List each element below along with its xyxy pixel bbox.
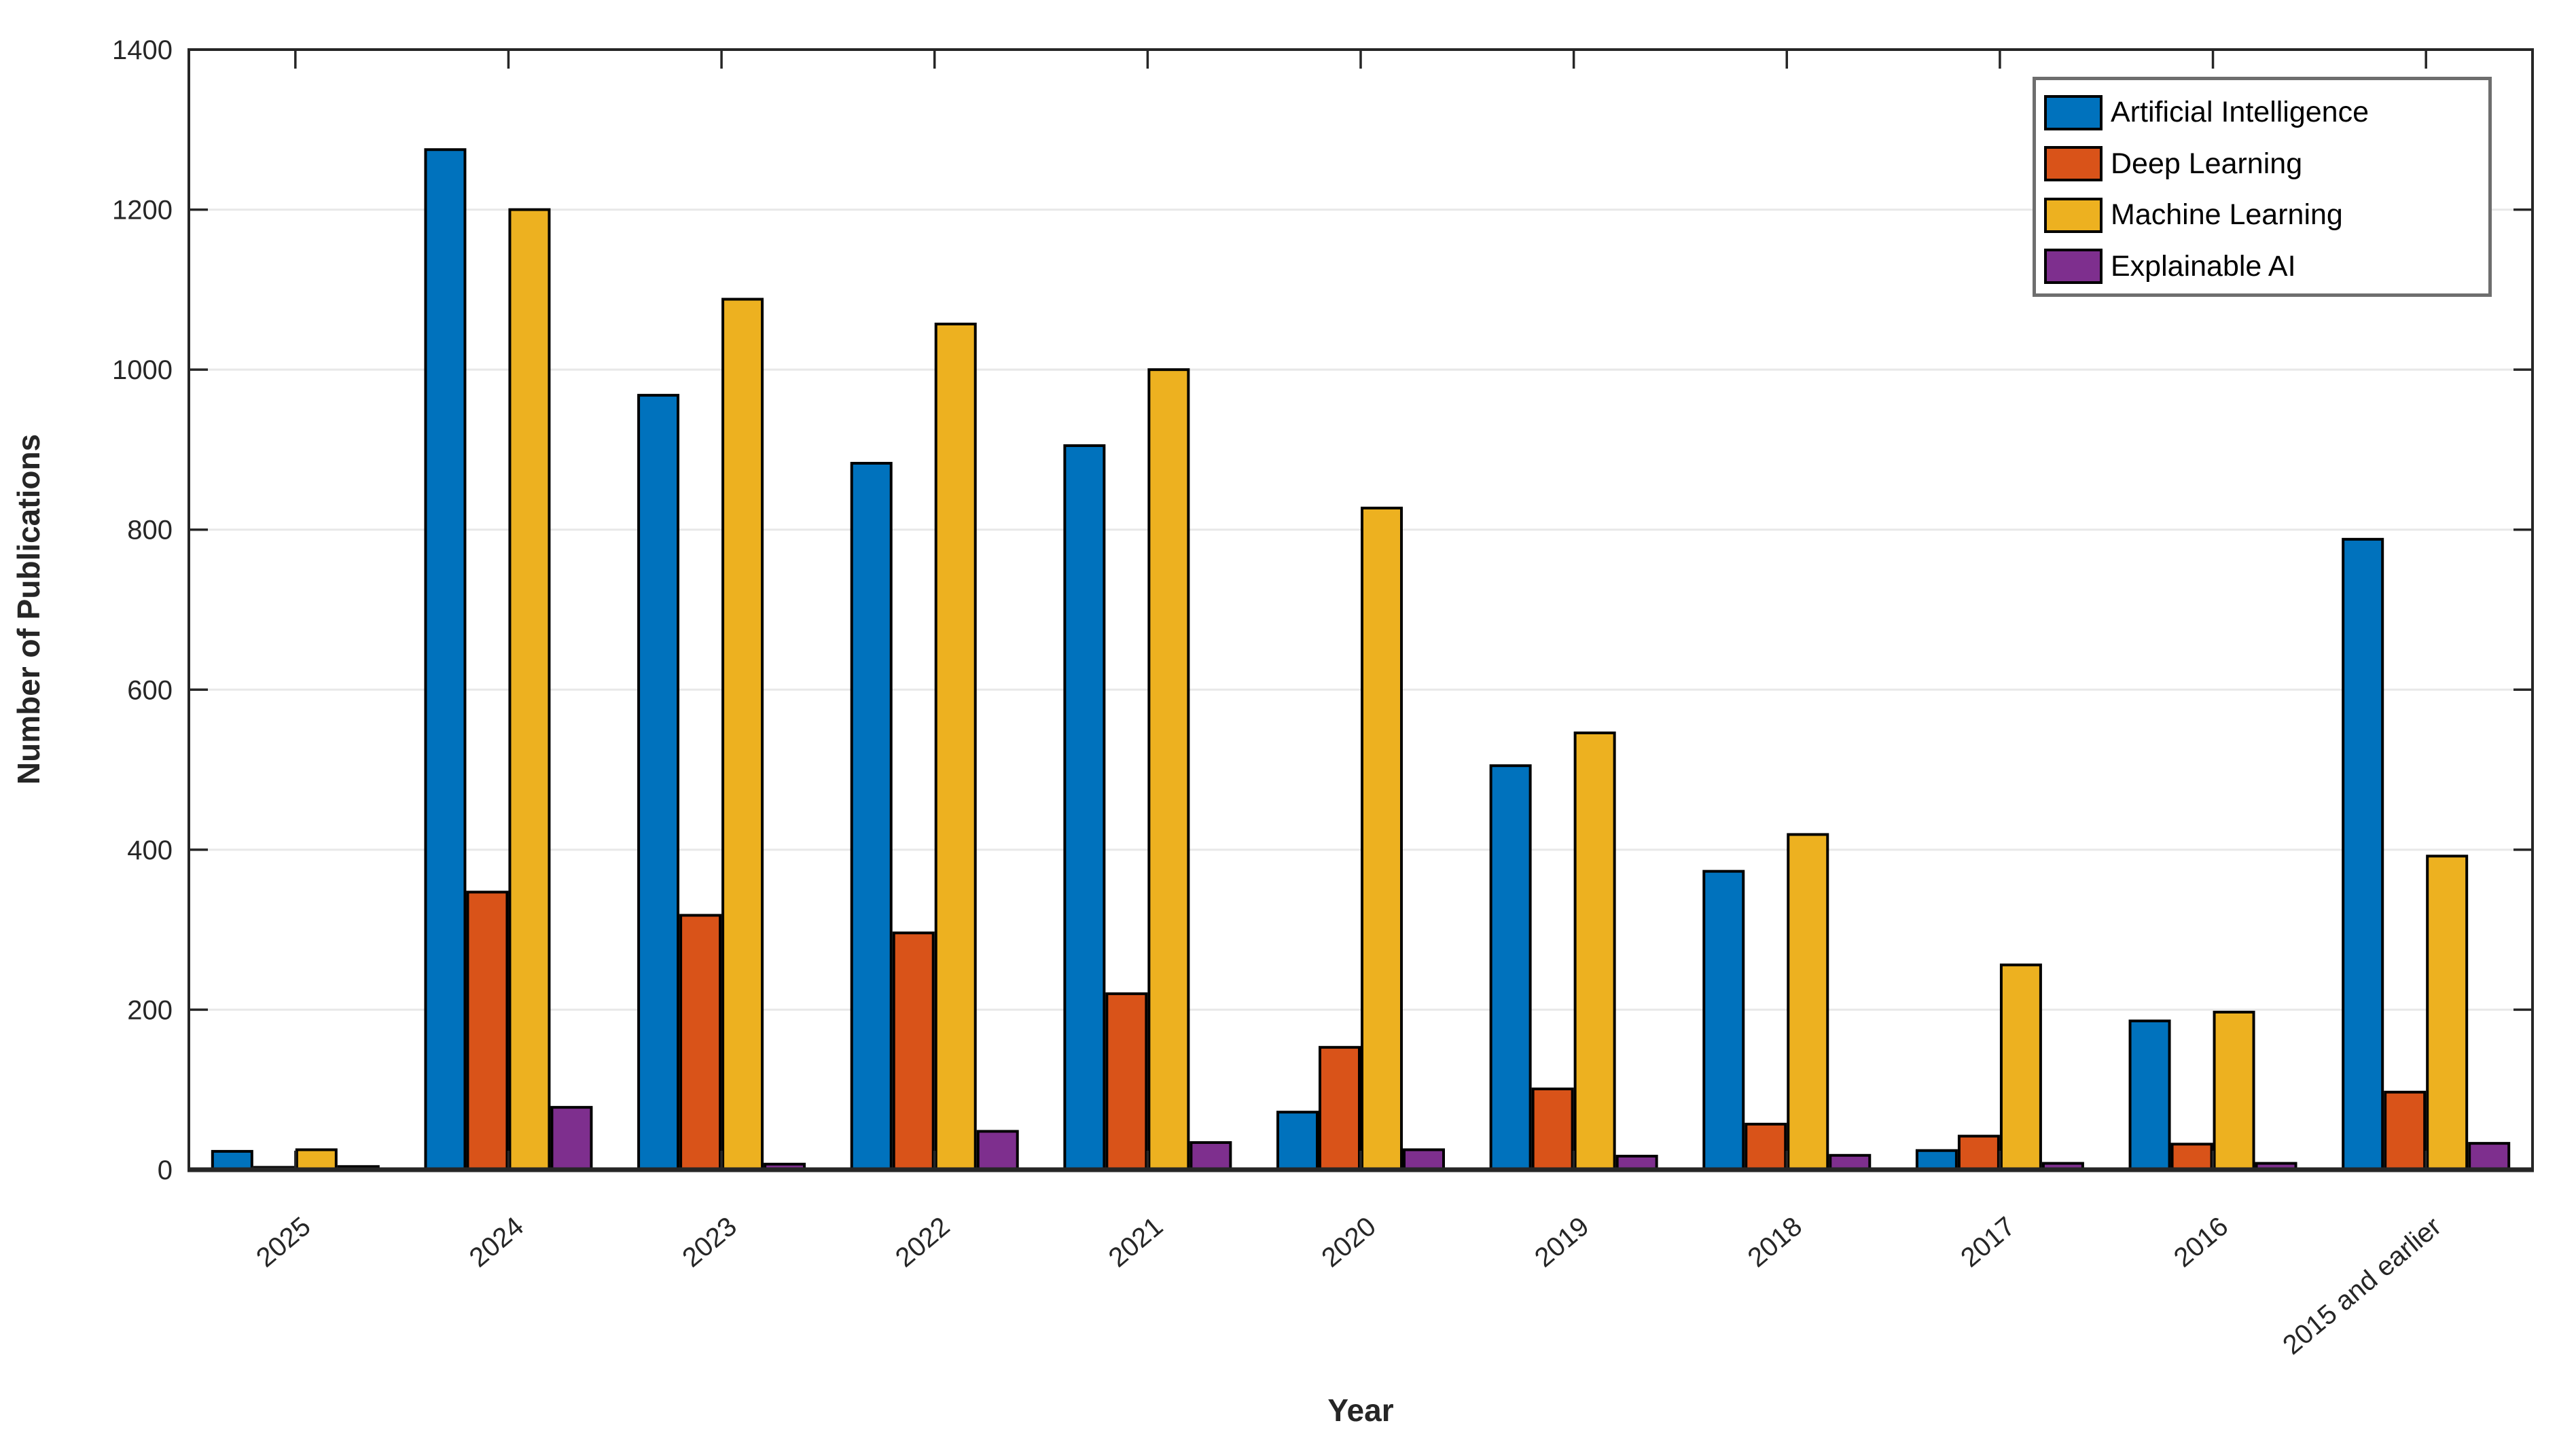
bar-2019-artificial-intelligence	[1489, 764, 1532, 1171]
bar-2020-artificial-intelligence	[1276, 1111, 1319, 1172]
bar-2018-deep-learning	[1745, 1122, 1787, 1172]
legend-label-explainable-ai: Explainable AI	[2111, 249, 2296, 283]
bar-2015-and-earlier-artificial-intelligence	[2342, 537, 2384, 1171]
legend-label-artificial-intelligence: Artificial Intelligence	[2111, 96, 2369, 129]
bar-2016-machine-learning	[2213, 1010, 2255, 1172]
y-axis-title: Number of Publications	[11, 434, 46, 785]
bar-2017-machine-learning	[1999, 963, 2042, 1172]
x-tick-label-2018: 2018	[1742, 1211, 1808, 1273]
bar-2024-explainable-ai	[550, 1106, 593, 1172]
y-tick-label-1000: 1000	[112, 355, 173, 385]
x-axis-title: Year	[1327, 1393, 1393, 1428]
legend: Artificial Intelligence Deep Learning Mach…	[2033, 77, 2492, 297]
x-tick-label-2016: 2016	[2168, 1211, 2234, 1273]
x-tick-label-2023: 2023	[677, 1211, 742, 1273]
bar-2017-artificial-intelligence	[1915, 1149, 1958, 1172]
legend-label-machine-learning: Machine Learning	[2111, 198, 2343, 232]
y-tick-label-1400: 1400	[112, 35, 173, 65]
legend-item-machine-learning: Machine Learning	[2044, 191, 2488, 240]
x-tick-label-2017: 2017	[1955, 1211, 2020, 1273]
bar-2025-artificial-intelligence	[211, 1149, 253, 1172]
legend-swatch-machine-learning	[2044, 197, 2103, 233]
bar-2022-machine-learning	[934, 323, 977, 1171]
bar-2022-explainable-ai	[976, 1130, 1019, 1172]
bar-2023-deep-learning	[679, 914, 722, 1171]
legend-swatch-explainable-ai	[2044, 249, 2103, 285]
bar-2016-artificial-intelligence	[2128, 1019, 2171, 1171]
bar-2021-machine-learning	[1147, 368, 1190, 1172]
bar-2025-machine-learning	[295, 1148, 338, 1172]
bar-2020-explainable-ai	[1403, 1148, 1445, 1172]
bar-2015-and-earlier-machine-learning	[2426, 855, 2469, 1172]
bar-2023-artificial-intelligence	[637, 393, 680, 1172]
bar-2024-deep-learning	[466, 891, 509, 1171]
y-tick-label-800: 800	[127, 516, 173, 545]
bar-2016-deep-learning	[2170, 1143, 2213, 1172]
bar-2015-and-earlier-explainable-ai	[2468, 1142, 2511, 1172]
y-tick-label-600: 600	[127, 675, 173, 705]
y-tick-label-0: 0	[158, 1155, 173, 1185]
x-tick-label-2015-and-earlier: 2015 and earlier	[2277, 1211, 2447, 1361]
legend-swatch-artificial-intelligence	[2044, 94, 2103, 130]
bar-2022-artificial-intelligence	[850, 461, 893, 1171]
x-tick-label-2019: 2019	[1529, 1211, 1594, 1273]
bar-2020-deep-learning	[1319, 1045, 1361, 1171]
legend-label-deep-learning: Deep Learning	[2111, 147, 2303, 180]
legend-item-artificial-intelligence: Artificial Intelligence	[2044, 88, 2488, 137]
y-tick-label-400: 400	[127, 836, 173, 865]
bar-2023-machine-learning	[721, 298, 764, 1171]
legend-item-deep-learning: Deep Learning	[2044, 139, 2488, 188]
x-tick-label-2020: 2020	[1316, 1211, 1381, 1273]
x-tick-label-2021: 2021	[1103, 1211, 1168, 1273]
y-tick-label-1200: 1200	[112, 196, 173, 226]
x-tick-label-2024: 2024	[464, 1211, 529, 1273]
bar-2018-machine-learning	[1787, 833, 1829, 1172]
bar-2024-machine-learning	[508, 208, 551, 1172]
bar-2024-artificial-intelligence	[424, 148, 467, 1171]
bar-2021-artificial-intelligence	[1063, 444, 1106, 1171]
bar-2022-deep-learning	[892, 931, 935, 1171]
bar-2018-artificial-intelligence	[1702, 869, 1745, 1172]
x-tick-label-2025: 2025	[251, 1211, 316, 1273]
axis-layer	[187, 48, 2534, 1172]
bar-2020-machine-learning	[1361, 506, 1403, 1171]
bar-2015-and-earlier-deep-learning	[2384, 1090, 2427, 1171]
legend-item-explainable-ai: Explainable AI	[2044, 242, 2488, 291]
bar-2021-explainable-ai	[1189, 1141, 1232, 1172]
bar-2019-deep-learning	[1531, 1088, 1574, 1171]
bar-2019-machine-learning	[1573, 731, 1616, 1171]
legend-swatch-deep-learning	[2044, 146, 2103, 182]
bar-2021-deep-learning	[1105, 992, 1148, 1172]
y-tick-label-200: 200	[127, 995, 173, 1025]
bar-layer	[211, 148, 2511, 1172]
x-tick-label-2022: 2022	[890, 1211, 955, 1273]
bar-2017-deep-learning	[1957, 1134, 2000, 1172]
